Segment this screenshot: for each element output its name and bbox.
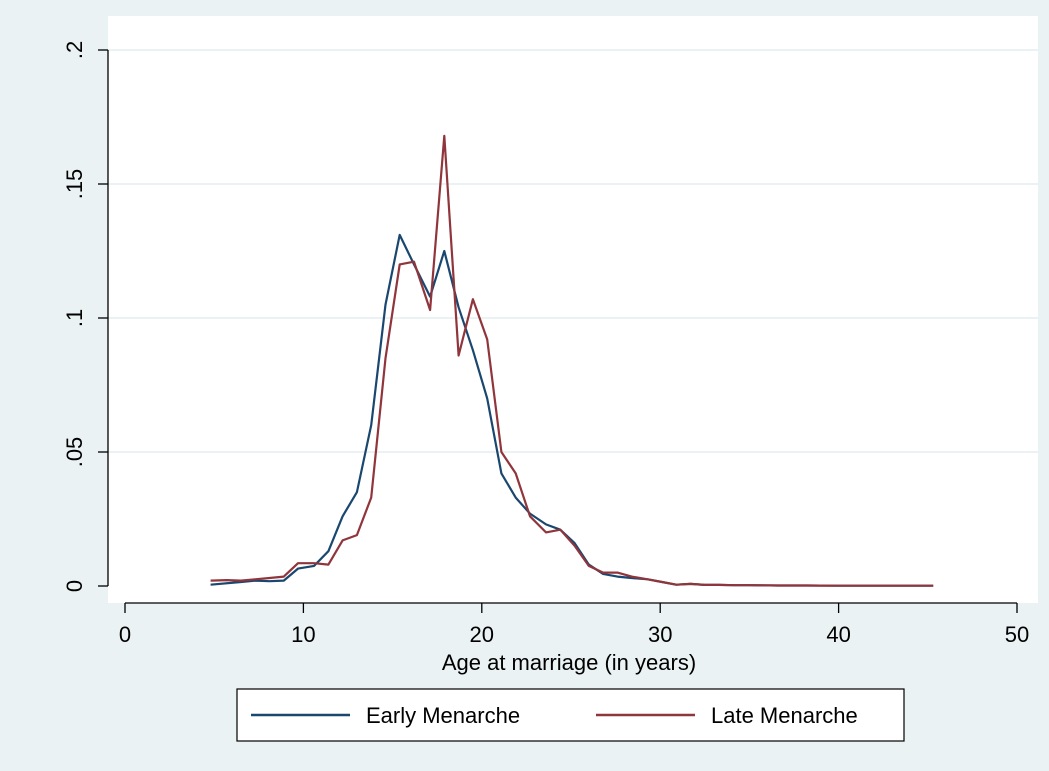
plot-area [108,16,1038,603]
legend-label-late-menarche: Late Menarche [711,703,858,728]
x-tick-label-5: 50 [1005,622,1029,647]
gridlines [108,49,1038,453]
legend: Early Menarche Late Menarche [236,688,905,742]
y-tick-label-2: .1 [62,309,87,327]
x-tick-label-1: 10 [291,622,315,647]
y-tick-label-3: .15 [62,169,87,200]
y-tick-label-0: 0 [62,580,87,592]
x-tick-label-0: 0 [119,622,131,647]
x-axis-title: Age at marriage (in years) [442,650,696,675]
legend-label-early-menarche: Early Menarche [366,703,520,728]
series-line-late-menarche [210,134,934,587]
y-tick-label-1: .05 [62,437,87,468]
x-tick-label-4: 40 [826,622,850,647]
y-tick-label-4: .2 [62,41,87,59]
x-tick-label-3: 30 [648,622,672,647]
series-lines [210,134,934,587]
x-tick-label-2: 20 [470,622,494,647]
axes: 0 .05 .1 .15 .2 0 10 20 30 40 50 [62,41,1029,647]
